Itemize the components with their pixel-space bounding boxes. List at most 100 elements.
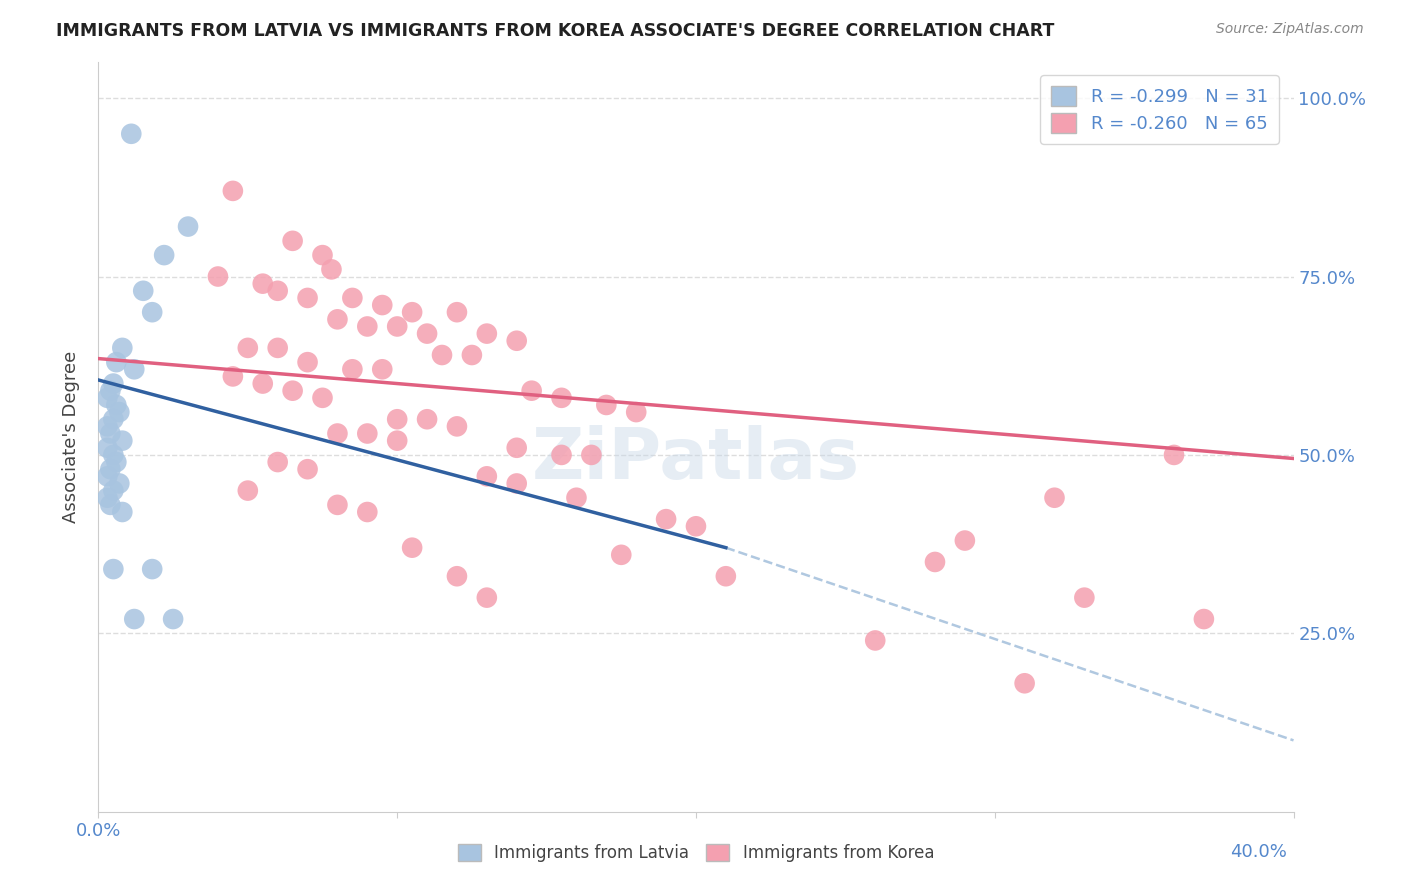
Point <box>506 334 529 348</box>
Legend: Immigrants from Latvia, Immigrants from Korea: Immigrants from Latvia, Immigrants from … <box>450 836 942 871</box>
Point <box>430 348 453 362</box>
Point <box>610 548 633 562</box>
Point <box>1073 591 1095 605</box>
Point <box>236 483 259 498</box>
Point <box>461 348 484 362</box>
Point <box>103 376 125 391</box>
Point <box>550 391 572 405</box>
Point <box>297 462 319 476</box>
Point <box>446 569 468 583</box>
Point <box>207 269 229 284</box>
Point <box>103 562 125 576</box>
Point <box>141 305 163 319</box>
Point <box>326 426 349 441</box>
Point <box>252 376 274 391</box>
Point <box>100 462 122 476</box>
Point <box>105 355 128 369</box>
Point <box>111 434 134 448</box>
Point <box>581 448 603 462</box>
Point <box>100 426 122 441</box>
Point <box>356 505 378 519</box>
Point <box>96 469 118 483</box>
Point <box>714 569 737 583</box>
Text: Source: ZipAtlas.com: Source: ZipAtlas.com <box>1216 22 1364 37</box>
Point <box>1043 491 1066 505</box>
Point <box>252 277 274 291</box>
Point <box>124 612 146 626</box>
Point <box>506 441 529 455</box>
Point <box>311 391 333 405</box>
Point <box>111 505 134 519</box>
Point <box>416 412 439 426</box>
Point <box>100 498 122 512</box>
Point <box>626 405 648 419</box>
Point <box>281 234 304 248</box>
Point <box>222 184 245 198</box>
Point <box>267 341 290 355</box>
Point <box>111 341 134 355</box>
Point <box>222 369 245 384</box>
Point <box>1163 448 1185 462</box>
Point <box>342 291 364 305</box>
Point <box>108 476 131 491</box>
Point <box>1192 612 1215 626</box>
Point <box>267 455 290 469</box>
Point <box>103 448 125 462</box>
Point <box>141 562 163 576</box>
Point <box>105 398 128 412</box>
Point <box>311 248 333 262</box>
Point <box>103 412 125 426</box>
Point <box>236 341 259 355</box>
Point <box>120 127 142 141</box>
Point <box>446 419 468 434</box>
Point <box>177 219 200 234</box>
Point <box>685 519 707 533</box>
Point <box>326 312 349 326</box>
Point <box>108 405 131 419</box>
Point <box>953 533 976 548</box>
Point <box>281 384 304 398</box>
Point <box>342 362 364 376</box>
Point <box>595 398 617 412</box>
Point <box>96 419 118 434</box>
Point <box>475 326 498 341</box>
Point <box>924 555 946 569</box>
Text: IMMIGRANTS FROM LATVIA VS IMMIGRANTS FROM KOREA ASSOCIATE'S DEGREE CORRELATION C: IMMIGRANTS FROM LATVIA VS IMMIGRANTS FRO… <box>56 22 1054 40</box>
Text: ZiPatlas: ZiPatlas <box>531 425 860 494</box>
Point <box>96 491 118 505</box>
Point <box>655 512 678 526</box>
Point <box>96 441 118 455</box>
Point <box>550 448 572 462</box>
Point <box>416 326 439 341</box>
Point <box>446 305 468 319</box>
Point <box>506 476 529 491</box>
Y-axis label: Associate's Degree: Associate's Degree <box>62 351 80 524</box>
Point <box>385 434 409 448</box>
Point <box>385 319 409 334</box>
Point <box>100 384 122 398</box>
Point <box>565 491 588 505</box>
Point <box>865 633 887 648</box>
Point <box>1014 676 1036 690</box>
Point <box>297 355 319 369</box>
Point <box>162 612 184 626</box>
Point <box>103 483 125 498</box>
Point <box>153 248 176 262</box>
Point <box>96 391 118 405</box>
Point <box>385 412 409 426</box>
Point <box>475 469 498 483</box>
Point <box>124 362 146 376</box>
Point <box>105 455 128 469</box>
Point <box>267 284 290 298</box>
Point <box>371 362 394 376</box>
Point <box>132 284 155 298</box>
Point <box>321 262 343 277</box>
Point <box>371 298 394 312</box>
Point <box>356 319 378 334</box>
Point <box>401 305 423 319</box>
Point <box>520 384 543 398</box>
Text: 40.0%: 40.0% <box>1230 843 1286 861</box>
Point <box>326 498 349 512</box>
Point <box>475 591 498 605</box>
Point <box>356 426 378 441</box>
